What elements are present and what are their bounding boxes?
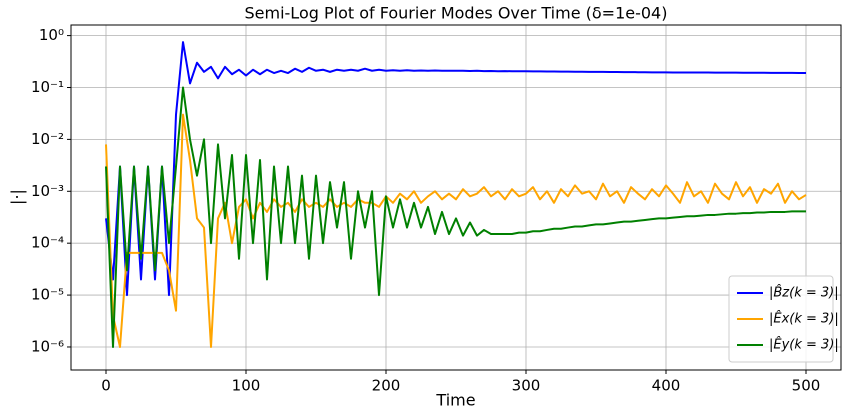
x-tick-label: 200: [372, 377, 401, 395]
series-line: [105, 41, 806, 297]
x-tick-label: 500: [792, 377, 821, 395]
legend-label: |Êx(k = 3)|: [769, 311, 839, 327]
legend-box: [728, 275, 834, 363]
series-line: [105, 86, 806, 348]
legend-label: |Êy(k = 3)|: [769, 337, 839, 353]
x-tick-label: 100: [232, 377, 261, 395]
y-tick-label: 10⁻⁴: [31, 234, 64, 252]
plot-frame: [70, 24, 842, 371]
y-tick-label: 10⁰: [39, 26, 64, 44]
y-tick-label: 10⁻²: [31, 130, 64, 148]
x-axis-label: Time: [435, 391, 475, 410]
y-axis-label: |·|: [8, 189, 27, 205]
y-tick-label: 10⁻³: [31, 182, 64, 200]
series-line: [105, 113, 807, 348]
chart-title: Semi-Log Plot of Fourier Modes Over Time…: [245, 4, 668, 23]
x-tick-label: 300: [512, 377, 541, 395]
y-tick-label: 10⁻⁶: [31, 337, 64, 355]
y-tick-label: 10⁻⁵: [31, 286, 64, 304]
x-tick-label: 0: [101, 377, 111, 395]
x-tick-label: 400: [652, 377, 681, 395]
y-tick-label: 10⁻¹: [31, 78, 64, 96]
legend-label: |B̂z(k = 3)|: [769, 285, 839, 300]
